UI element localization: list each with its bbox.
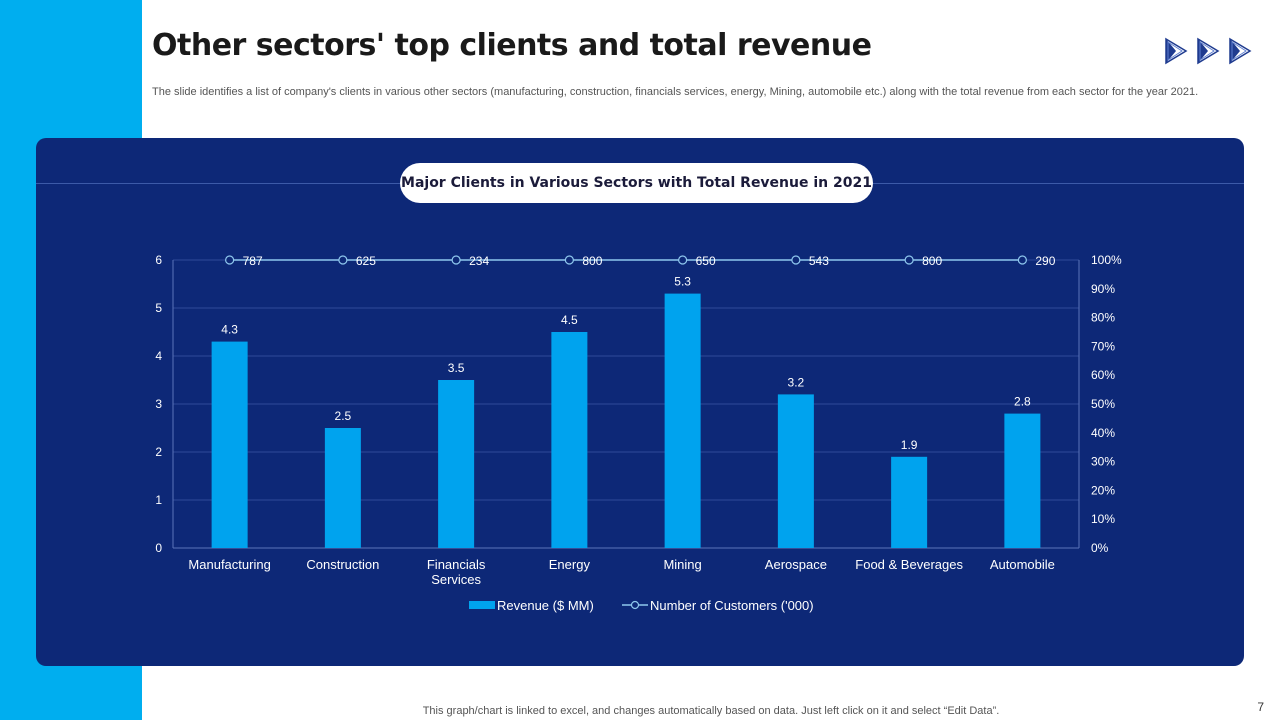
x-tick-label: Automobile [990, 557, 1055, 572]
play-arrow-icon [1165, 37, 1188, 65]
y-right-tick-label: 70% [1091, 339, 1115, 353]
bar [211, 341, 248, 548]
line-value-label: 650 [696, 254, 716, 268]
y-right-tick-label: 0% [1091, 541, 1109, 555]
x-tick-label: Manufacturing [188, 557, 270, 572]
legend-line-label: Number of Customers ('000) [650, 598, 814, 613]
line-value-label: 290 [1035, 254, 1055, 268]
x-tick-label: Financials Services [427, 557, 486, 587]
y-left-tick-label: 6 [155, 253, 162, 267]
x-tick-label: Aerospace [765, 557, 827, 572]
slide-subtitle: The slide identifies a list of company's… [152, 86, 1199, 98]
bar-value-label: 2.8 [1014, 395, 1031, 409]
bar-value-label: 4.3 [221, 323, 238, 337]
bar-value-label: 3.2 [788, 375, 805, 389]
line-value-label: 625 [356, 254, 376, 268]
line-value-label: 543 [809, 254, 829, 268]
y-right-tick-label: 40% [1091, 426, 1115, 440]
play-arrow-icon [1229, 37, 1252, 65]
bar [777, 394, 814, 548]
x-tick-label: Mining [663, 557, 701, 572]
line-point [451, 255, 461, 265]
bar [891, 456, 928, 548]
bar-value-label: 5.3 [674, 275, 691, 289]
y-right-tick-label: 50% [1091, 397, 1115, 411]
y-right-tick-label: 10% [1091, 512, 1115, 526]
x-tick-label: Food & Beverages [855, 557, 963, 572]
x-tick-label: Construction [306, 557, 379, 572]
legend-bar-label: Revenue ($ MM) [497, 598, 594, 613]
y-right-tick-label: 20% [1091, 483, 1115, 497]
y-right-tick-label: 80% [1091, 311, 1115, 325]
y-right-tick-label: 90% [1091, 282, 1115, 296]
page-number: 7 [1257, 700, 1264, 714]
play-arrow-icon [1197, 37, 1220, 65]
line-value-label: 800 [582, 254, 602, 268]
line-point [564, 255, 574, 265]
slide-title: Other sectors' top clients and total rev… [152, 28, 872, 63]
y-left-tick-label: 3 [155, 397, 162, 411]
bar [551, 332, 588, 548]
y-left-tick-label: 2 [155, 445, 162, 459]
footer-note: This graph/chart is linked to excel, and… [422, 705, 1000, 717]
line-point [338, 255, 348, 265]
line-point [678, 255, 688, 265]
line-point [225, 255, 235, 265]
bar [1004, 413, 1041, 548]
line-point [1017, 255, 1027, 265]
line-value-label: 800 [922, 254, 942, 268]
y-right-tick-label: 100% [1091, 253, 1122, 267]
y-right-tick-label: 30% [1091, 455, 1115, 469]
legend-line-marker [630, 600, 640, 610]
line-point [791, 255, 801, 265]
bar [438, 380, 475, 548]
bar-value-label: 4.5 [561, 313, 578, 327]
y-left-tick-label: 1 [155, 493, 162, 507]
x-tick-label: Energy [549, 557, 591, 572]
bar-value-label: 3.5 [448, 361, 465, 375]
bar-value-label: 2.5 [335, 409, 352, 423]
line-value-label: 234 [469, 254, 489, 268]
y-right-tick-label: 60% [1091, 368, 1115, 382]
bar [324, 428, 361, 548]
y-left-tick-label: 0 [155, 541, 162, 555]
y-left-tick-label: 4 [155, 349, 162, 363]
bar [664, 293, 701, 548]
line-point [904, 255, 914, 265]
legend-bar-swatch [469, 601, 495, 609]
line-value-label: 787 [243, 254, 263, 268]
bar-value-label: 1.9 [901, 438, 918, 452]
chart-title: Major Clients in Various Sectors with To… [400, 163, 873, 203]
triple-play-arrows-icon [1163, 36, 1255, 66]
y-left-tick-label: 5 [155, 301, 162, 315]
